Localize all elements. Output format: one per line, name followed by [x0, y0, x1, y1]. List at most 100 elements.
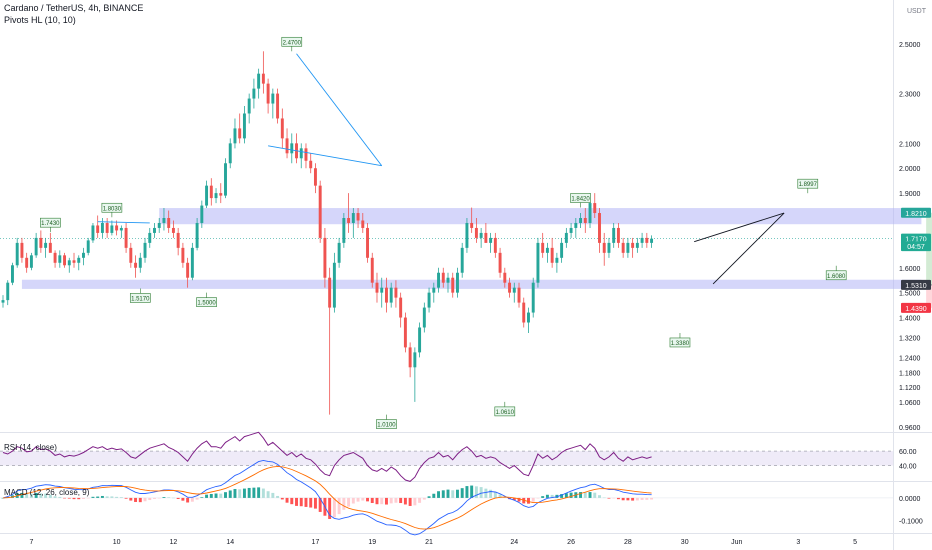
macd-line: [2, 459, 652, 536]
time-axis-tick: 21: [425, 539, 433, 546]
candle-body: [422, 307, 426, 328]
time-axis-tick: 28: [624, 539, 632, 546]
candle-body: [413, 352, 417, 368]
candle-body: [44, 242, 48, 248]
macd-histogram-bar: [313, 497, 317, 509]
candle-body: [498, 252, 502, 273]
candle-body: [394, 287, 398, 298]
candle-body: [233, 128, 237, 144]
pivot-label: 1.8420: [571, 197, 590, 203]
candle-body: [527, 312, 530, 323]
candle-body: [560, 242, 564, 258]
trendline: [712, 212, 785, 285]
macd-histogram-bar: [621, 497, 625, 501]
candle-body: [351, 213, 355, 223]
candle-body: [545, 247, 549, 253]
macd-histogram-bar: [190, 497, 194, 502]
macd-histogram-bar: [536, 497, 540, 499]
symbol-title[interactable]: Cardano / TetherUS, 4h, BINANCE: [4, 3, 144, 13]
pivot-label: 1.6080: [827, 274, 846, 280]
macd-histogram-bar: [583, 492, 587, 498]
macd-histogram-bar: [588, 492, 592, 498]
macd-histogram-bar: [138, 497, 142, 503]
candle-body: [299, 148, 303, 159]
candle-body: [313, 168, 317, 186]
macd-histogram-bar: [512, 497, 516, 501]
candle-body: [465, 222, 469, 248]
macd-histogram-bar: [304, 497, 308, 507]
candle-body: [593, 203, 597, 214]
macd-histogram-bar: [493, 491, 497, 498]
macd-histogram-bar: [470, 485, 474, 498]
macd-histogram-bar: [276, 495, 280, 498]
macd-histogram-bar: [148, 497, 152, 501]
candle-body: [408, 347, 412, 368]
macd-histogram-bar: [20, 492, 24, 498]
macd-histogram-bar: [186, 497, 190, 503]
price-axis-tick: 2.0000: [899, 166, 921, 173]
macd-histogram-bar: [579, 492, 583, 498]
price-badge-label: 1.7170: [905, 237, 927, 244]
candle-body: [153, 227, 156, 233]
price-axis-tick: 1.6000: [899, 266, 921, 273]
macd-histogram-bar: [631, 497, 635, 501]
pivot-label: 1.0610: [496, 410, 515, 416]
candle-body: [167, 218, 171, 228]
macd-histogram-bar: [645, 497, 649, 500]
rsi-line: [2, 431, 652, 482]
candle-body: [115, 225, 119, 231]
price-badge-label: 1.4390: [905, 306, 927, 313]
price-axis-tick: 1.5000: [899, 291, 921, 298]
macd-histogram-bar: [616, 497, 620, 500]
candle-body: [247, 98, 251, 114]
macd-histogram-bar: [598, 495, 601, 498]
pivot-label: 1.7430: [41, 221, 60, 227]
candle-body: [583, 218, 587, 223]
candle-body: [110, 225, 114, 233]
support-resistance-zone: [21, 279, 922, 289]
rsi-label[interactable]: RSI (14, close): [4, 443, 57, 452]
indicator-label[interactable]: Pivots HL (10, 10): [4, 15, 76, 25]
support-resistance-zone: [159, 208, 922, 225]
candle-body: [460, 247, 464, 273]
candle-body: [517, 287, 521, 303]
candle-body: [63, 255, 67, 266]
candle-body: [34, 237, 38, 256]
macd-label[interactable]: MACD (12, 26, close, 9): [4, 488, 90, 497]
macd-histogram-bar: [479, 487, 483, 498]
candle-body: [285, 138, 289, 154]
macd-histogram-bar: [531, 497, 535, 502]
time-axis-tick: 14: [226, 539, 234, 546]
candle-body: [318, 185, 322, 238]
macd-histogram-bar: [25, 493, 29, 498]
candle-body: [441, 272, 445, 283]
macd-histogram-bar: [484, 488, 488, 498]
macd-histogram-bar: [394, 497, 398, 503]
trendline: [296, 53, 383, 167]
macd-histogram-bar: [550, 494, 554, 498]
macd-histogram-bar: [29, 493, 33, 498]
candle-body: [493, 237, 497, 253]
candle-body: [370, 257, 374, 283]
candle-body: [598, 213, 601, 243]
candle-body: [574, 222, 578, 228]
candle-body: [25, 257, 29, 268]
candle-body: [437, 272, 440, 288]
candle-body: [375, 282, 379, 293]
candle-body: [143, 242, 147, 258]
position-stop-zone: [926, 284, 932, 308]
candle-body: [328, 277, 332, 308]
macd-histogram-bar: [181, 497, 185, 501]
macd-histogram-bar: [129, 497, 133, 501]
candle-body: [242, 113, 246, 139]
macd-histogram-bar: [347, 497, 351, 507]
macd-histogram-bar: [72, 497, 76, 500]
pivot-box: [101, 202, 123, 213]
candle-body: [219, 193, 223, 196]
candle-body: [512, 287, 516, 293]
candle-body: [479, 232, 483, 238]
candle-body: [82, 252, 85, 258]
macd-histogram-bar: [124, 497, 128, 499]
candle-body: [555, 257, 559, 263]
